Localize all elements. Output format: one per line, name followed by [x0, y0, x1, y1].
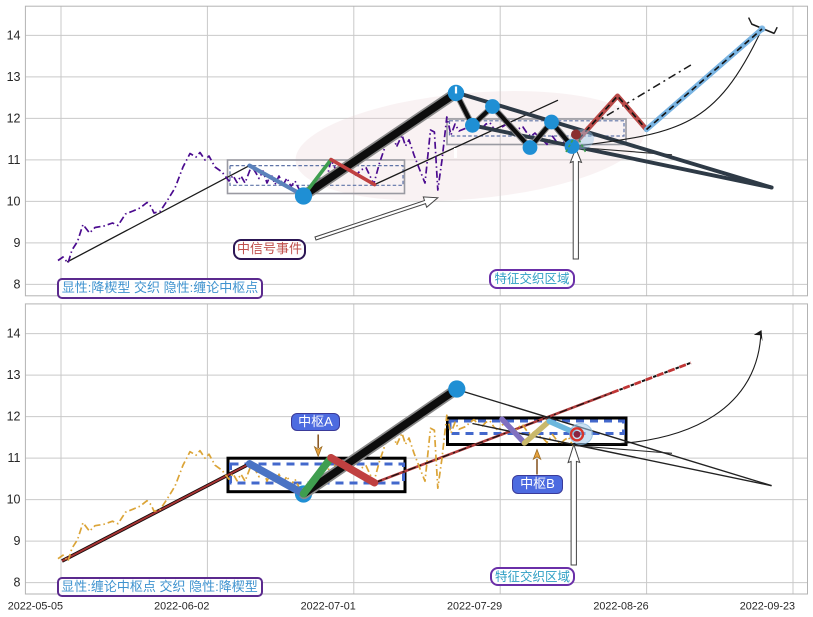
- svg-text:9: 9: [14, 534, 21, 548]
- svg-text:2022-07-01: 2022-07-01: [301, 601, 356, 613]
- svg-text:2022-05-05: 2022-05-05: [8, 601, 63, 613]
- svg-text:14: 14: [7, 327, 21, 341]
- svg-text:11: 11: [8, 153, 21, 167]
- svg-text:10: 10: [7, 194, 21, 208]
- svg-text:9: 9: [14, 236, 21, 250]
- svg-text:11: 11: [8, 451, 21, 465]
- svg-text:2022-09-23: 2022-09-23: [740, 601, 795, 613]
- svg-text:10: 10: [7, 493, 21, 507]
- svg-text:13: 13: [7, 70, 21, 84]
- svg-text:2022-08-26: 2022-08-26: [593, 601, 648, 613]
- svg-text:2022-07-29: 2022-07-29: [447, 601, 502, 613]
- svg-text:14: 14: [7, 28, 21, 42]
- svg-text:12: 12: [7, 410, 21, 424]
- svg-text:12: 12: [7, 111, 21, 125]
- svg-text:2022-06-02: 2022-06-02: [154, 601, 209, 613]
- svg-text:13: 13: [7, 368, 21, 382]
- svg-text:8: 8: [14, 277, 21, 291]
- svg-text:8: 8: [14, 576, 21, 590]
